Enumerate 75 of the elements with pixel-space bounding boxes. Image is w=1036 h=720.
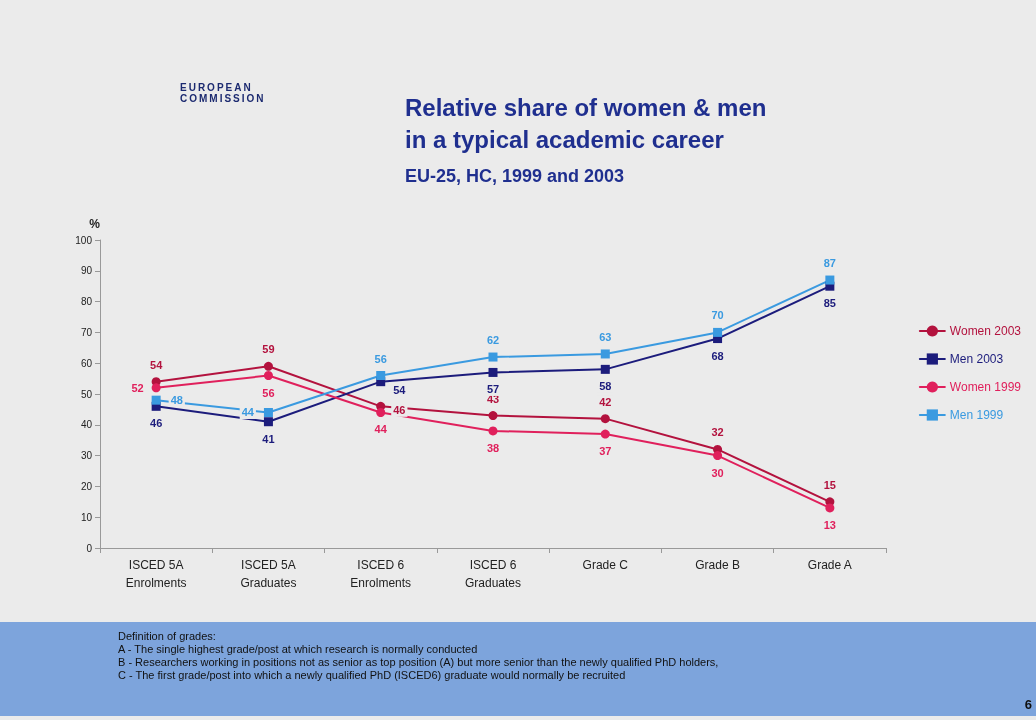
y-tick-label: 50 — [80, 388, 93, 400]
point — [600, 429, 610, 439]
data-label: 63 — [599, 330, 612, 343]
data-label: 42 — [599, 395, 612, 408]
data-label: 56 — [374, 352, 387, 365]
y-tick-label: 60 — [80, 357, 93, 369]
point — [713, 451, 723, 461]
data-label: 57 — [486, 383, 500, 396]
y-axis-title: % — [89, 217, 101, 231]
point — [488, 426, 498, 436]
y-tick-label: 0 — [86, 542, 93, 554]
data-label: 59 — [262, 343, 275, 356]
point — [151, 395, 161, 405]
data-label: 62 — [486, 334, 500, 347]
legend-label: Men 2003 — [949, 352, 1004, 366]
point — [600, 349, 610, 359]
text: Definition of grades: A - The single highest grade/post at which research is normally conducted B - Researchers working in positions not as senior as top position (A) but more senior than the newly qualified PhD holders, C - The first grade/post into which a newly qualified PhD (ISCED6) graduate would normally be recruited — [118, 630, 719, 682]
y-tick-label: 70 — [80, 326, 93, 338]
data-label: 46 — [150, 417, 163, 430]
point — [151, 383, 161, 393]
legend-label: Men 1999 — [949, 408, 1004, 422]
point — [488, 352, 498, 362]
point — [376, 407, 386, 417]
y-tick-label: 100 — [75, 234, 93, 246]
x-tick-label: ISCED 6 Enrolments — [350, 558, 412, 590]
point — [263, 417, 273, 427]
point — [825, 275, 835, 285]
point — [825, 503, 835, 513]
data-label: 58 — [599, 380, 612, 393]
data-label: 32 — [711, 426, 724, 439]
data-label: 44 — [241, 406, 255, 419]
data-label: 52 — [131, 381, 144, 394]
data-label: 54 — [393, 383, 407, 396]
x-tick-label: ISCED 5A Graduates — [240, 558, 297, 590]
data-label: 70 — [711, 309, 724, 322]
x-tick-label: ISCED 6 Graduates — [464, 558, 522, 590]
x-tick-label: ISCED 5A Enrolments — [125, 558, 187, 590]
data-label: 44 — [374, 423, 388, 436]
legend-label: Women 2003 — [949, 324, 1022, 338]
y-tick-label: 80 — [80, 296, 93, 308]
data-label: 87 — [823, 257, 836, 270]
data-label: 38 — [486, 441, 500, 454]
y-tick-label: 20 — [80, 480, 93, 492]
data-label: 15 — [823, 478, 836, 491]
data-label: 30 — [711, 466, 724, 479]
point — [263, 371, 273, 381]
y-tick-label: 40 — [80, 419, 93, 431]
point — [488, 411, 498, 421]
data-label: 85 — [823, 297, 836, 310]
text: 6 — [1024, 697, 1032, 712]
data-label: 68 — [711, 349, 724, 362]
data-label: 46 — [393, 404, 406, 417]
point — [713, 327, 723, 337]
x-tick-label: Grade C — [582, 558, 629, 572]
point — [263, 407, 273, 417]
data-label: 54 — [150, 358, 164, 371]
x-tick-label: Grade B — [695, 558, 740, 572]
point — [376, 371, 386, 381]
data-label: 48 — [170, 394, 183, 407]
chart-title: Relative share of women & men in a typical academic career — [405, 93, 767, 153]
data-label: 13 — [823, 518, 836, 531]
data-label: 41 — [262, 432, 275, 445]
y-tick-label: 90 — [80, 265, 93, 277]
point — [600, 414, 610, 424]
y-tick-label: 10 — [80, 511, 93, 523]
y-tick-label: 30 — [80, 450, 93, 462]
x-tick-label: Grade A — [807, 558, 852, 572]
chart-subtitle: EU-25, HC, 1999 and 2003 — [405, 166, 625, 186]
data-label: 56 — [262, 386, 275, 399]
point — [600, 364, 610, 374]
legend-label: Women 1999 — [949, 380, 1022, 394]
data-label: 37 — [599, 445, 612, 458]
text: EUROPEAN COMMISSION — [180, 82, 266, 104]
point — [263, 361, 273, 371]
point — [488, 367, 498, 377]
